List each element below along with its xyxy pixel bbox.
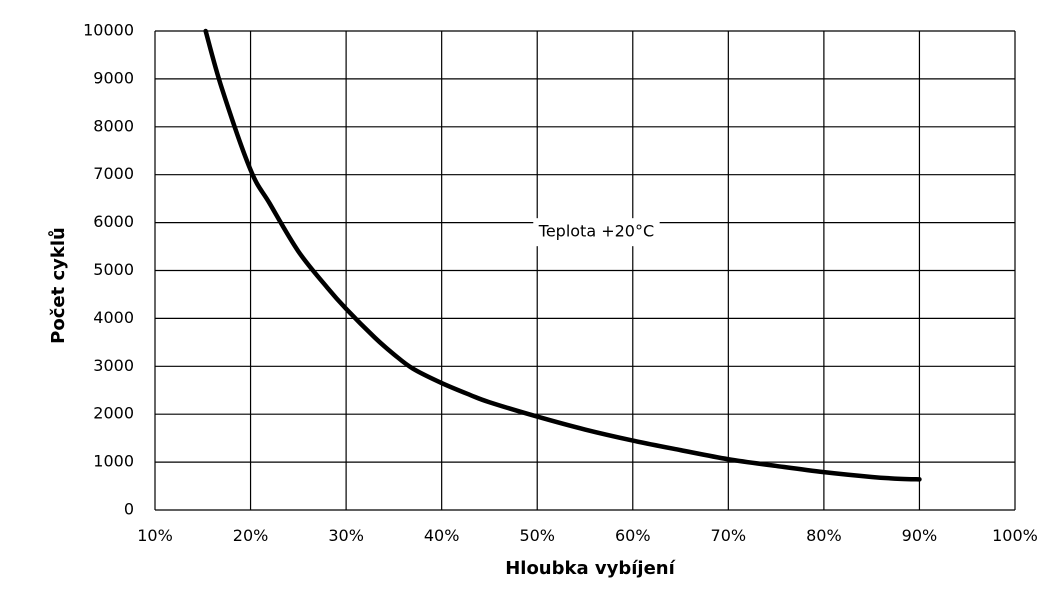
grid	[154, 30, 1016, 511]
y-tick-label: 9000	[93, 68, 134, 87]
x-tick-label: 90%	[902, 526, 938, 545]
y-axis-title: Počet cyklů	[47, 227, 69, 344]
x-tick-label: 20%	[233, 526, 269, 545]
x-axis-title: Hloubka vybíjení	[505, 558, 675, 579]
x-axis-ticks: 10% 20% 30% 40% 50% 60% 70% 80% 90% 100%	[137, 526, 1038, 545]
y-tick-label: 6000	[93, 212, 134, 231]
y-tick-label: 0	[124, 500, 134, 519]
y-axis-ticks: 0 1000 2000 3000 4000 5000 6000 7000 8000 9000 100…	[83, 21, 134, 519]
y-tick-label: 8000	[93, 116, 134, 135]
x-tick-label: 100%	[992, 526, 1038, 545]
x-tick-label: 40%	[424, 526, 460, 545]
cycles-curve	[203, 28, 922, 482]
x-tick-label: 70%	[711, 526, 747, 545]
x-tick-label: 80%	[806, 526, 842, 545]
y-tick-label: 4000	[93, 308, 134, 327]
x-tick-label: 60%	[615, 526, 651, 545]
x-tick-label: 30%	[328, 526, 364, 545]
y-tick-label: 7000	[93, 164, 134, 183]
y-tick-label: 1000	[93, 452, 134, 471]
y-tick-label: 3000	[93, 356, 134, 375]
y-tick-label: 10000	[83, 21, 134, 40]
y-tick-label: 2000	[93, 404, 134, 423]
y-tick-label: 5000	[93, 260, 134, 279]
annotation-temperature: Teplota +20°C	[538, 222, 654, 241]
x-tick-label: 50%	[519, 526, 555, 545]
x-tick-label: 10%	[137, 526, 173, 545]
annotation-background	[533, 218, 660, 247]
